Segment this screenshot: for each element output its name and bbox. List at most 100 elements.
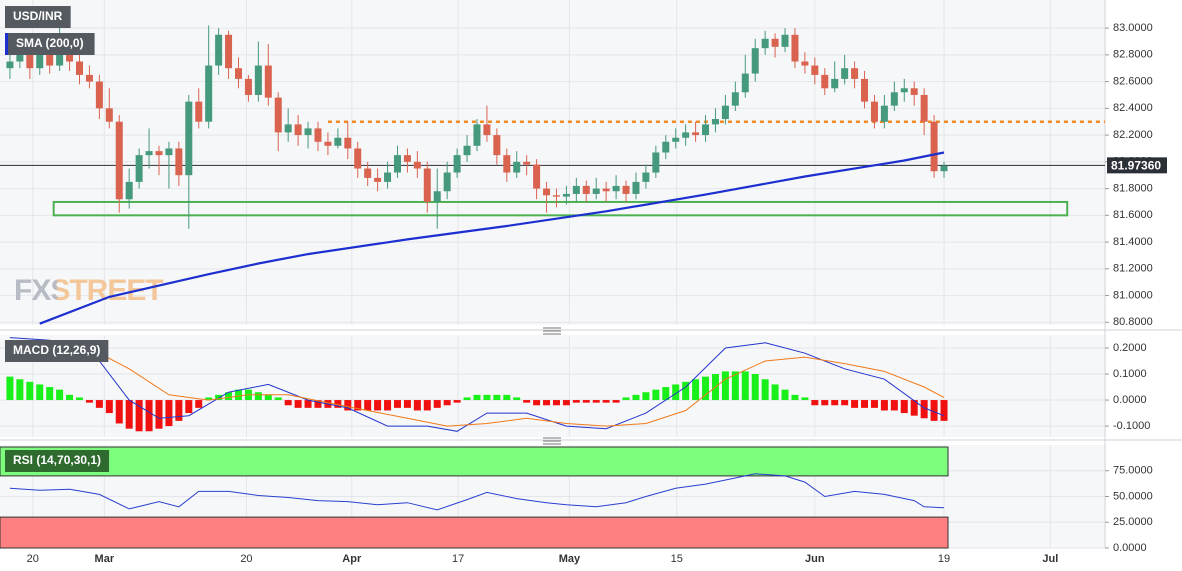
candle-body xyxy=(861,78,869,102)
histogram-bar xyxy=(761,379,769,401)
oversold-zone xyxy=(0,516,949,549)
candle-body xyxy=(225,34,233,69)
histogram-bar xyxy=(175,400,183,421)
histogram-bar xyxy=(36,384,44,401)
candle-body xyxy=(831,78,839,89)
resize-handle[interactable] xyxy=(543,437,561,445)
candle-body xyxy=(702,124,710,136)
chart-title-box xyxy=(5,6,71,28)
candle-body xyxy=(731,92,739,106)
candle-body xyxy=(652,152,660,173)
histogram-bar xyxy=(900,400,908,414)
last-price-box xyxy=(1107,157,1167,174)
histogram-bar xyxy=(6,376,14,401)
legend-entry: SMA (200,0) xyxy=(16,36,84,50)
candle-body xyxy=(880,105,888,122)
candle-body xyxy=(572,185,580,194)
histogram-bar xyxy=(880,400,888,411)
histogram-bar xyxy=(304,400,312,408)
histogram-bar xyxy=(95,400,103,408)
overbought-zone xyxy=(0,446,949,477)
histogram-bar xyxy=(543,400,551,406)
candle-body xyxy=(711,119,719,125)
candle-body xyxy=(662,141,670,153)
histogram-bar xyxy=(185,400,193,414)
candle-body xyxy=(185,101,193,176)
y-tick-label: 81.4000 xyxy=(1113,236,1153,248)
line xyxy=(9,473,945,511)
histogram-bar xyxy=(354,400,362,411)
candle-body xyxy=(105,108,113,122)
histogram-bar xyxy=(622,397,630,401)
histogram-bar xyxy=(741,371,749,401)
candle-body xyxy=(930,121,938,172)
histogram-bar xyxy=(195,400,203,408)
candle-body xyxy=(811,65,819,75)
candle-body xyxy=(284,124,292,133)
histogram-bar xyxy=(503,394,511,401)
y-tick-label: 0.0000 xyxy=(1113,394,1147,406)
candle-body xyxy=(433,191,441,202)
histogram-bar xyxy=(523,400,531,403)
line xyxy=(39,151,945,325)
histogram-bar xyxy=(423,400,431,411)
candle-body xyxy=(304,128,312,136)
line xyxy=(9,337,945,432)
histogram-bar xyxy=(811,400,819,406)
candle-body xyxy=(95,81,103,109)
candle-body xyxy=(890,92,898,106)
candle-body xyxy=(423,168,431,202)
histogram-bar xyxy=(771,384,779,401)
candle-body xyxy=(692,132,700,136)
histogram-bar xyxy=(125,400,133,429)
histogram-bar xyxy=(314,400,322,408)
candle-body xyxy=(493,135,501,156)
y-tick-label: 75.0000 xyxy=(1113,465,1153,477)
price-panel xyxy=(0,0,1105,325)
y-tick-label: 82.8000 xyxy=(1113,49,1153,61)
indicator-title-box xyxy=(5,450,110,472)
candle-body xyxy=(354,148,362,169)
histogram-bar xyxy=(165,400,173,427)
histogram-bar xyxy=(692,379,700,401)
resize-handle[interactable] xyxy=(543,327,561,335)
candle-body xyxy=(115,121,123,200)
candle-body xyxy=(314,128,322,142)
y-tick-label: 82.4000 xyxy=(1113,102,1153,114)
histogram-bar xyxy=(364,400,372,411)
histogram-bar xyxy=(582,400,590,403)
histogram-bar xyxy=(16,379,24,401)
candle-body xyxy=(215,34,223,66)
histogram-bar xyxy=(831,400,839,406)
histogram-bar xyxy=(205,397,213,401)
x-tick-label: 17 xyxy=(452,553,464,565)
histogram-bar xyxy=(215,394,223,401)
histogram-bar xyxy=(632,394,640,401)
histogram-bar xyxy=(26,381,34,401)
histogram-bar xyxy=(890,400,898,411)
histogram-bar xyxy=(145,400,153,432)
candle-body xyxy=(513,161,521,173)
histogram-bar xyxy=(612,400,620,403)
last-price-label: 81.97360 xyxy=(1111,159,1161,173)
histogram-bar xyxy=(85,400,93,403)
histogram-bar xyxy=(910,400,918,416)
histogram-bar xyxy=(592,400,600,403)
indicator-title: MACD (12,26,9) xyxy=(13,343,100,357)
x-tick-label: Apr xyxy=(342,553,362,565)
candle-body xyxy=(473,124,481,146)
candle-body xyxy=(453,155,461,173)
candle-body xyxy=(602,188,610,192)
histogram-bar xyxy=(513,397,521,401)
histogram-bar xyxy=(930,400,938,421)
histogram-bar xyxy=(473,394,481,401)
histogram-bar xyxy=(264,394,272,401)
y-tick-label: 50.0000 xyxy=(1113,490,1153,502)
y-tick-label: 81.0000 xyxy=(1113,289,1153,301)
histogram-bar xyxy=(702,376,710,401)
histogram-bar xyxy=(751,374,759,401)
y-tick-label: 82.2000 xyxy=(1113,129,1153,141)
candle-body xyxy=(264,65,272,98)
candle-body xyxy=(344,137,352,149)
